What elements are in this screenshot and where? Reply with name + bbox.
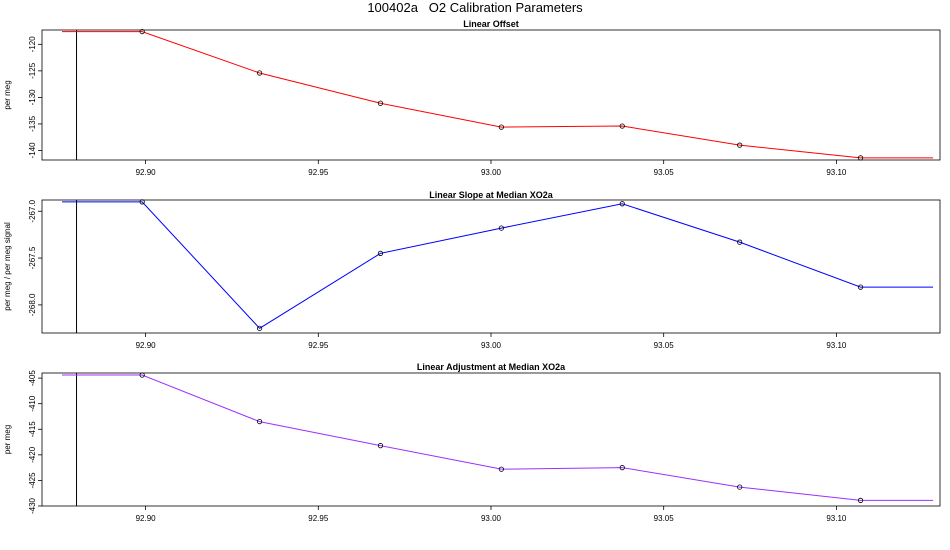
x-tick-label: 92.90 <box>136 341 157 350</box>
x-tick-label: 93.05 <box>654 341 675 350</box>
x-tick-label: 92.95 <box>308 514 329 523</box>
data-point <box>857 497 864 503</box>
y-axis-label: per meg <box>3 425 12 454</box>
plot-frame <box>41 29 941 161</box>
y-tick-label: -420 <box>28 446 37 463</box>
data-point <box>377 250 384 256</box>
y-tick-label: -410 <box>28 395 37 412</box>
y-tick-label: -430 <box>28 497 37 514</box>
y-tick-label: -267.0 <box>28 199 37 222</box>
x-tick-label: 93.00 <box>481 341 502 350</box>
y-tick-label: -125 <box>28 62 37 79</box>
y-tick-label: -120 <box>28 36 37 53</box>
data-point <box>857 155 864 161</box>
data-point <box>256 70 263 76</box>
data-point <box>619 123 625 129</box>
x-tick-label: 93.10 <box>826 341 847 350</box>
data-point <box>498 124 504 130</box>
x-tick-label: 93.10 <box>826 514 847 523</box>
data-point <box>857 284 864 290</box>
y-tick-label: -268.0 <box>28 293 37 316</box>
y-tick-label: -130 <box>28 89 37 106</box>
x-tick-label: 93.00 <box>481 514 502 523</box>
y-tick-label: -267.5 <box>28 246 37 269</box>
data-point <box>139 28 145 35</box>
data-point <box>256 418 263 425</box>
panel-title: Linear Adjustment at Median XO2a <box>417 362 566 372</box>
data-point <box>737 484 743 490</box>
x-tick-label: 93.00 <box>481 168 502 177</box>
data-point <box>619 201 625 207</box>
series-line <box>62 374 934 501</box>
x-tick-label: 93.05 <box>654 514 675 523</box>
data-point <box>377 443 384 449</box>
panel-title: Linear Offset <box>463 19 519 29</box>
y-tick-label: -425 <box>28 472 37 489</box>
x-tick-label: 92.95 <box>308 168 329 177</box>
y-tick-label: -405 <box>28 370 37 387</box>
x-tick-label: 92.90 <box>136 514 157 523</box>
x-tick-label: 92.90 <box>136 168 157 177</box>
y-tick-label: -135 <box>28 115 37 132</box>
x-tick-label: 92.95 <box>308 341 329 350</box>
data-point <box>619 465 625 471</box>
data-point <box>498 466 504 472</box>
y-axis-label: per meg <box>3 80 12 109</box>
panel-title: Linear Slope at Median XO2a <box>429 190 554 200</box>
y-tick-label: -140 <box>28 142 37 159</box>
data-point <box>139 199 145 205</box>
data-point <box>256 325 263 331</box>
figure-title: 100402a O2 Calibration Parameters <box>367 0 583 15</box>
y-axis-label: per meg / per meg signal <box>3 222 12 311</box>
x-tick-label: 93.10 <box>826 168 847 177</box>
data-point <box>498 225 504 231</box>
data-point <box>737 142 743 148</box>
y-tick-label: -415 <box>28 421 37 438</box>
series-line <box>62 201 934 329</box>
series-line <box>62 31 934 159</box>
data-point <box>737 239 743 245</box>
x-tick-label: 93.05 <box>654 168 675 177</box>
data-point <box>377 100 384 106</box>
plot-frame <box>41 372 941 507</box>
data-point <box>139 372 145 378</box>
